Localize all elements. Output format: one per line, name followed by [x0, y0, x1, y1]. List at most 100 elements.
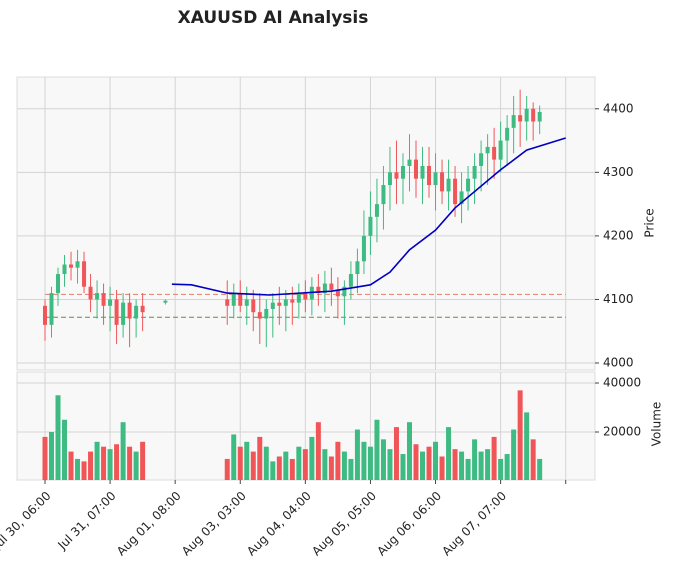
candle-body — [420, 165, 425, 179]
candle-body — [108, 299, 113, 306]
candle-body — [492, 146, 497, 160]
volume-bar — [452, 449, 458, 480]
volume-bar — [335, 441, 341, 480]
candle-body — [531, 108, 536, 122]
x-tick-label: Jul 31, 07:00 — [54, 489, 118, 553]
candle-body — [244, 299, 249, 306]
candle-body — [485, 146, 490, 154]
candle-body — [251, 299, 256, 313]
candle-body — [329, 283, 334, 290]
candle-body — [348, 274, 353, 287]
moving-average-line — [171, 137, 566, 296]
candle-body — [270, 302, 275, 309]
y-tick-label: 4100 — [603, 292, 634, 306]
volume-bar — [413, 444, 419, 480]
candle-body — [127, 302, 132, 319]
y2-tick-label: 40000 — [603, 376, 641, 390]
candle-body — [134, 305, 139, 319]
y-tick-label: 4400 — [603, 101, 634, 115]
x-tick-label: Aug 04, 04:00 — [244, 489, 314, 559]
volume-bar — [250, 451, 256, 480]
volume-bar — [75, 458, 81, 480]
volume-bar — [400, 454, 406, 480]
volume-bar — [322, 449, 328, 480]
y2-tick-label: 20000 — [603, 425, 641, 439]
volume-bar — [68, 451, 74, 480]
candle-body — [511, 115, 516, 128]
volume-bar — [127, 446, 133, 480]
candle-body — [498, 140, 503, 160]
y-tick-label: 4300 — [603, 165, 634, 179]
price-panel — [16, 76, 596, 371]
volume-bar — [511, 429, 517, 480]
volume-bar — [426, 446, 432, 480]
candle-body — [290, 299, 295, 303]
candle-body — [472, 165, 477, 179]
candle-body — [479, 153, 484, 166]
candle-body — [238, 293, 243, 306]
volume-bar — [498, 458, 504, 480]
candle-body — [283, 299, 288, 306]
candle-body — [335, 289, 340, 297]
candle-body — [225, 299, 230, 306]
candle-body — [466, 178, 471, 192]
volume-bar — [537, 458, 543, 480]
volume-bar — [309, 436, 315, 480]
x-tick-label: Aug 06, 06:00 — [374, 489, 444, 559]
volume-bar — [42, 436, 48, 480]
candle-body — [114, 299, 119, 325]
candle-body — [69, 264, 74, 268]
candle-body — [56, 274, 61, 294]
y-tick-label: 4200 — [603, 228, 634, 242]
volume-bar — [348, 458, 354, 480]
candle-body — [414, 159, 419, 179]
volume-bar — [94, 441, 100, 480]
volume-bar — [133, 451, 139, 480]
volume-bar — [491, 436, 497, 480]
volume-bar — [439, 456, 445, 480]
x-tick-label: Jul 30, 06:00 — [0, 489, 54, 553]
candle-body — [140, 305, 145, 313]
volume-bar — [341, 451, 347, 480]
candle-body — [303, 293, 308, 300]
volume-bar — [446, 427, 452, 480]
volume-bar — [524, 412, 530, 480]
volume-bar — [289, 458, 295, 480]
volume-bar — [276, 456, 282, 480]
candle-body — [407, 159, 412, 166]
y2-axis-label: Volume — [650, 402, 664, 447]
volume-bar — [140, 441, 146, 480]
volume-bar — [504, 454, 510, 480]
volume-bar — [114, 444, 120, 480]
candle-body — [453, 178, 458, 205]
volume-bar — [354, 429, 360, 480]
volume-bar — [55, 395, 61, 480]
candle-body — [277, 302, 282, 306]
volume-bar — [88, 451, 94, 480]
x-tick-label: Aug 01, 08:00 — [114, 489, 184, 559]
volume-bar — [406, 422, 412, 480]
volume-bar — [62, 419, 68, 480]
candle-body — [342, 286, 347, 297]
candle-body — [163, 300, 168, 303]
volume-bar — [361, 441, 367, 480]
chart-title: XAUUSD AI Analysis — [178, 8, 369, 28]
candle-body — [440, 172, 445, 192]
candle-body — [355, 261, 360, 275]
volume-bar — [472, 439, 478, 480]
candle-body — [381, 185, 386, 205]
candle-body — [101, 293, 106, 306]
candle-body — [264, 308, 269, 319]
candle-body — [316, 286, 321, 294]
volume-bar — [231, 434, 237, 480]
volume-bar — [459, 451, 465, 480]
volume-bar — [48, 432, 54, 480]
candle-body — [459, 191, 464, 205]
volume-bar — [478, 451, 484, 480]
candle-body — [95, 293, 100, 300]
volume-bar — [380, 439, 386, 480]
volume-bar — [107, 449, 113, 480]
y-axis-label: Price — [643, 208, 657, 237]
candle-body — [82, 261, 87, 287]
